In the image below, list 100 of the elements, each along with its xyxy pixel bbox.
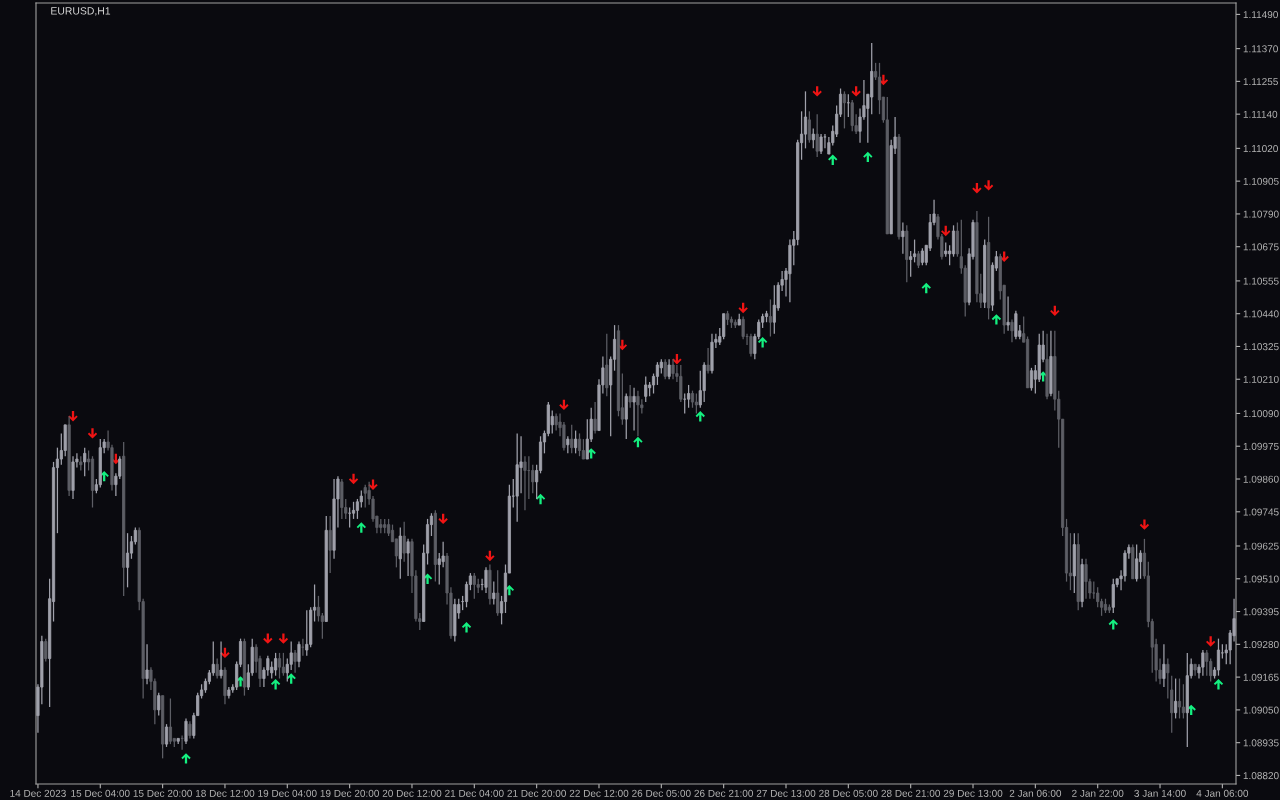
point (278, 633, 289, 644)
point (828, 154, 838, 165)
candlestick (1166, 657, 1170, 700)
candlestick (807, 110, 811, 144)
candlestick (593, 401, 597, 435)
candlestick (819, 133, 823, 155)
x-tick-label: 14 Dec 2023 (10, 789, 66, 797)
candlestick (1181, 683, 1185, 720)
candlestick (577, 432, 582, 457)
candlestick (316, 595, 321, 623)
y-tick-label: 1.11490 (1243, 11, 1278, 19)
candlestick (768, 298, 772, 338)
candlestick (305, 609, 309, 657)
candlestick (398, 526, 402, 580)
point (356, 522, 366, 533)
candlestick (842, 90, 847, 130)
y-tick-label: 1.10325 (1243, 343, 1279, 351)
point (485, 550, 495, 562)
candlestick (145, 643, 149, 685)
candlestick (667, 358, 671, 380)
point (1108, 619, 1118, 630)
candlestick (570, 424, 574, 454)
candlestick (164, 723, 169, 748)
y-tick-label: 1.11140 (1243, 110, 1278, 118)
y-tick-label: 1.08820 (1243, 772, 1279, 780)
candlestick (328, 515, 332, 574)
candlestick (157, 692, 161, 717)
point (851, 86, 861, 97)
x-tick-label: 20 Dec 12:00 (382, 789, 442, 797)
y-tick-label: 1.09280 (1243, 640, 1279, 649)
candlestick (1174, 677, 1178, 720)
point (559, 399, 569, 411)
x-tick-label: 26 Dec 21:00 (694, 789, 754, 797)
point (983, 180, 994, 191)
candlestick (951, 224, 956, 258)
candlestick (215, 657, 219, 680)
candlestick (1111, 578, 1115, 614)
candlestick (492, 580, 496, 606)
point (535, 493, 546, 505)
x-tick-label: 19 Dec 04:00 (258, 789, 317, 797)
candlestick (1205, 649, 1209, 677)
candlestick (83, 447, 87, 477)
candlestick (679, 364, 683, 403)
x-tick-label: 27 Dec 13:00 (756, 789, 816, 797)
y-tick-label: 1.09975 (1243, 442, 1279, 450)
candlestick (472, 572, 476, 600)
candlestick (644, 375, 648, 403)
y-tick-label: 1.10905 (1243, 177, 1279, 185)
candlestick (687, 384, 691, 409)
candlestick (484, 566, 488, 594)
y-tick-label: 1.09050 (1243, 706, 1279, 714)
candlestick (1006, 295, 1010, 332)
point (633, 436, 643, 448)
candlestick (749, 333, 753, 358)
candlestick (912, 238, 917, 264)
point (348, 473, 359, 485)
candlestick (909, 250, 913, 278)
candlestick (581, 438, 585, 460)
y-tick-label: 1.09165 (1243, 673, 1279, 681)
candlestick (1162, 643, 1166, 688)
candlestick (1201, 649, 1205, 677)
x-tick-label: 2 Jan 22:00 (1072, 789, 1124, 797)
candlestick (1177, 677, 1182, 720)
x-tick-label: 28 Dec 21:00 (881, 789, 941, 797)
candlestick (1010, 318, 1014, 343)
candlestick (406, 538, 410, 577)
candlestick (281, 652, 285, 677)
x-tick-label: 26 Dec 05:00 (632, 789, 691, 797)
chart-title: EURUSD,H1 (51, 7, 111, 16)
candlestick (1014, 310, 1018, 340)
candlestick (274, 652, 278, 677)
point (220, 647, 230, 659)
x-tick-label: 21 Dec 04:00 (445, 789, 504, 797)
candlestick (901, 221, 905, 255)
candlestick (184, 717, 188, 745)
x-tick-label: 3 Jan 14:00 (1134, 789, 1186, 797)
candlestick (815, 113, 819, 158)
point (438, 513, 448, 525)
y-tick-label: 1.09625 (1243, 542, 1279, 550)
candlestick (1029, 367, 1034, 392)
candlestick (363, 484, 367, 509)
x-tick-label: 28 Dec 05:00 (819, 789, 878, 797)
candlestick (850, 99, 854, 132)
y-tick-label: 1.09860 (1243, 475, 1279, 483)
y-tick-label: 1.10555 (1243, 277, 1279, 285)
candlestick (811, 127, 815, 149)
point (991, 314, 1002, 325)
candlestick (219, 640, 223, 680)
point (695, 411, 705, 422)
candlestick (624, 392, 628, 440)
point (87, 428, 98, 439)
y-tick-label: 1.10675 (1243, 243, 1279, 251)
candlestick (605, 333, 609, 397)
candlestick (632, 387, 636, 432)
y-tick-label: 1.10210 (1243, 375, 1279, 383)
point (1213, 679, 1224, 690)
point (757, 337, 768, 348)
candlestick (523, 455, 527, 511)
point (972, 183, 982, 194)
candlestick (655, 361, 660, 386)
